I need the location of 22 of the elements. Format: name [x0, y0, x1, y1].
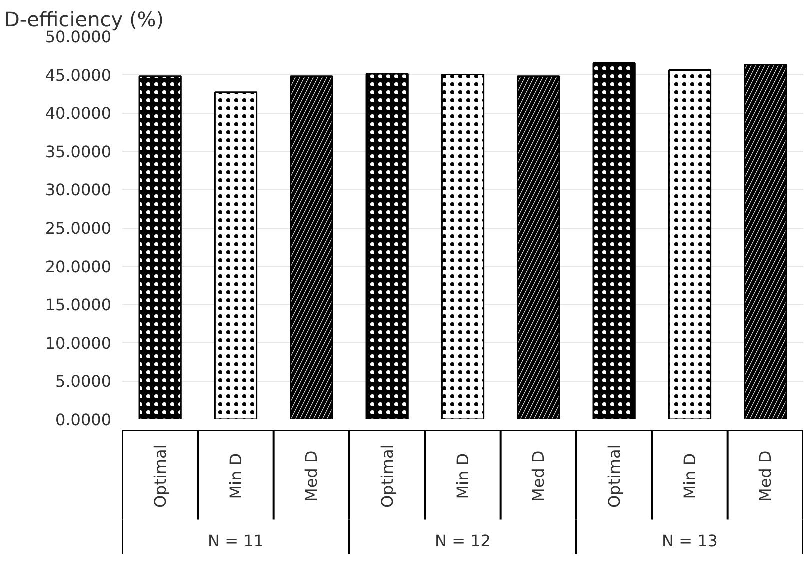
x-tick-label: Med D — [756, 450, 776, 502]
x-tick-label: Min D — [454, 453, 472, 500]
x-tick-label: Optimal — [378, 444, 397, 508]
y-tick-label: 45.0000 — [45, 66, 112, 85]
x-tick-label: Optimal — [150, 444, 170, 508]
x-tick-label: Min D — [226, 453, 246, 500]
y-tick-label: 30.0000 — [45, 180, 112, 200]
y-tick-label: 20.0000 — [45, 257, 112, 276]
x-tick-label: Min D — [680, 453, 700, 500]
y-tick-label: 0.0000 — [56, 410, 112, 430]
text: N = 11 — [208, 531, 264, 550]
y-tick-label: 35.0000 — [45, 142, 112, 162]
x-tick-label: Med D — [302, 450, 322, 502]
y-tick-label: 5.0000 — [56, 372, 112, 392]
x-tick-label: Med D — [529, 450, 548, 502]
x-tick-label: Optimal — [604, 444, 624, 508]
text: N = 12 — [435, 531, 491, 550]
y-tick-label: 25.0000 — [45, 219, 112, 238]
y-tick-label: 10.0000 — [45, 334, 112, 353]
y-tick-label: 15.0000 — [45, 296, 112, 315]
y-tick-label: 40.0000 — [45, 104, 112, 124]
text: N = 13 — [662, 531, 718, 550]
